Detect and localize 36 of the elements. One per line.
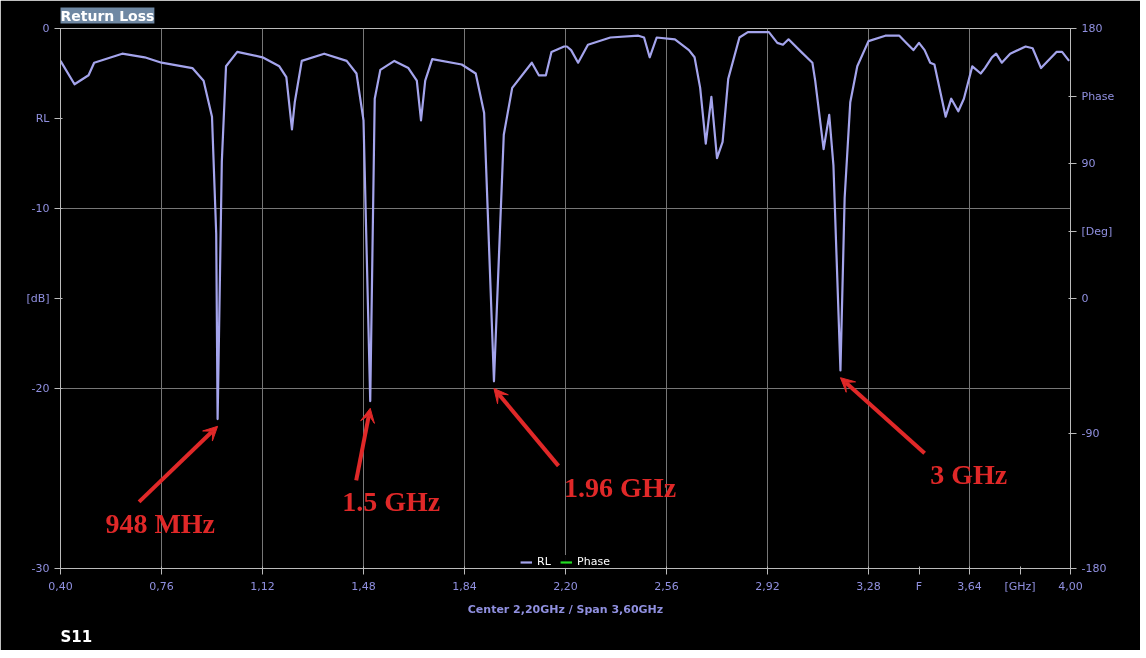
y-tick-label: -10 xyxy=(31,202,50,215)
line-series xyxy=(60,31,1071,421)
chart-title: Return Loss xyxy=(60,7,155,24)
y2-tick-label: [Deg] xyxy=(1081,224,1113,238)
y2-tick-label: -180 xyxy=(1081,562,1107,575)
x-tick-label: 1,48 xyxy=(351,579,376,593)
y2-tick-label: 0 xyxy=(1081,292,1089,305)
x-tick-label: 4,00 xyxy=(1058,579,1083,593)
y-tick-label: [dB] xyxy=(26,292,50,305)
annotation: 948 MHz xyxy=(105,508,216,539)
y-tick-label: 0 xyxy=(42,22,50,35)
y-tick-label: -20 xyxy=(31,382,50,395)
text: Center 2,20GHz / Span 3,60GHz xyxy=(467,602,664,616)
y2-tick-label: Phase xyxy=(1081,89,1115,103)
y2-tick-label: 180 xyxy=(1081,22,1103,35)
x-tick-label: F xyxy=(915,579,923,593)
x-tick-label: 1,84 xyxy=(452,579,477,593)
x-tick-label: 2,56 xyxy=(654,579,679,593)
x-tick-label: 3,64 xyxy=(957,579,982,593)
y-tick-label: -30 xyxy=(31,562,50,575)
legend-label: RL xyxy=(537,555,552,568)
x-tick-label: 2,92 xyxy=(755,579,780,593)
x-tick-label: [GHz] xyxy=(1004,579,1036,593)
x-tick-label: 1,12 xyxy=(250,579,275,593)
y2-tick-label: -90 xyxy=(1081,427,1100,440)
annotation: 3 GHz xyxy=(930,459,1008,491)
x-tick-label: 0,76 xyxy=(149,579,174,593)
x-tick-label: 3,28 xyxy=(856,579,881,593)
annotation: 1.5 GHz xyxy=(342,486,441,518)
legend-label: Phase xyxy=(577,555,610,568)
x-tick-label: 0,40 xyxy=(48,579,73,593)
y2-tick-label: 90 xyxy=(1081,157,1096,170)
y-tick-label: RL xyxy=(35,112,51,125)
x-tick-label: 2,20 xyxy=(553,579,578,593)
annotation: 1.96 GHz xyxy=(564,472,677,503)
text: S11 xyxy=(60,627,93,646)
